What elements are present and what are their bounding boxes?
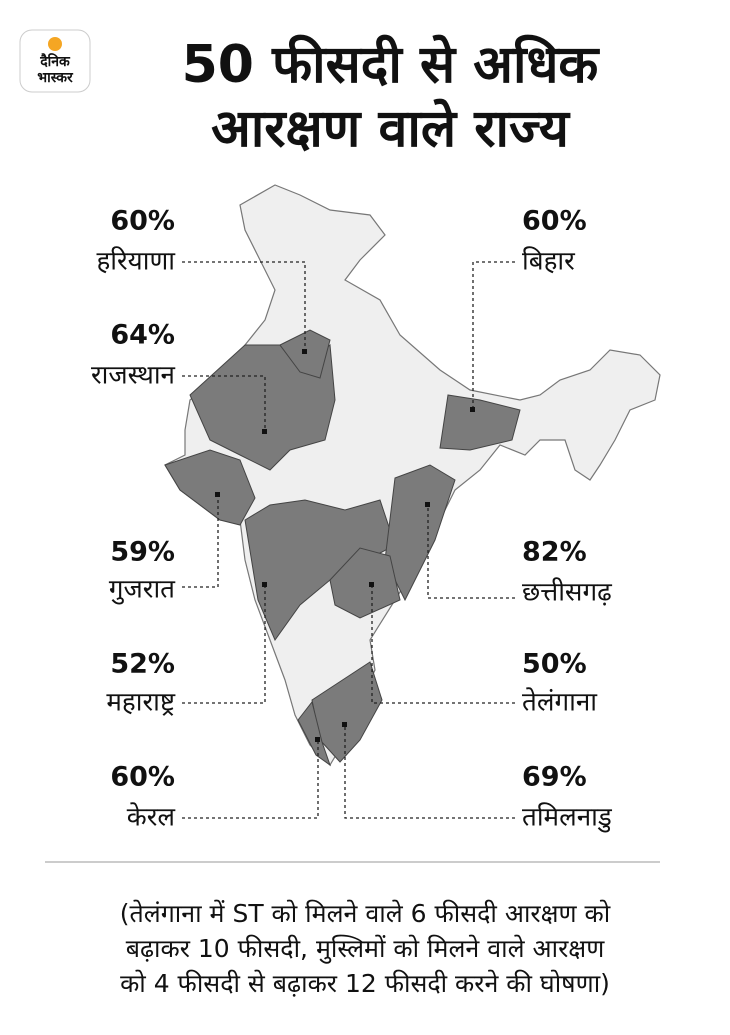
- marker: [262, 582, 267, 587]
- marker: [425, 502, 430, 507]
- state-percent: 69%: [522, 762, 587, 793]
- leader-line: [182, 261, 306, 352]
- footnote-line: को 4 फीसदी से बढ़ाकर 12 फीसदी करने की घो…: [120, 969, 610, 998]
- footnote: (तेलंगाना में ST को मिलने वाले 6 फीसदी आ…: [120, 899, 611, 998]
- state-telangana: [329, 547, 401, 619]
- logo: दैनिक भास्कर: [19, 29, 91, 93]
- title: 50 फीसदी से अधिक: [182, 34, 601, 95]
- leader-line: [472, 261, 515, 410]
- state-percent: 60%: [110, 206, 175, 237]
- marker: [302, 349, 307, 354]
- state-percent: 60%: [522, 206, 587, 237]
- footnote-line: (तेलंगाना में ST को मिलने वाले 6 फीसदी आ…: [120, 899, 611, 928]
- leader-line: [182, 495, 219, 588]
- footnote-line: बढ़ाकर 10 फीसदी, मुस्लिमों को मिलने वाले…: [126, 934, 606, 964]
- state-gujarat: [164, 449, 256, 526]
- state-name: महाराष्ट्र: [106, 688, 175, 718]
- state-percent: 64%: [110, 320, 175, 351]
- markers: [215, 349, 475, 742]
- marker: [262, 429, 267, 434]
- state-name: राजस्थान: [91, 361, 176, 391]
- state-name: छत्तीसगढ़: [522, 577, 612, 608]
- leader-line: [344, 725, 515, 819]
- marker: [342, 722, 347, 727]
- state-percent: 59%: [110, 537, 175, 568]
- state-name: हरियाणा: [96, 246, 176, 277]
- leader-line: [182, 375, 266, 432]
- state-percent: 50%: [522, 649, 587, 680]
- state-name: बिहार: [522, 246, 576, 277]
- state-name: तमिलनाडु: [522, 802, 613, 833]
- leader-line: [182, 740, 319, 819]
- marker: [215, 492, 220, 497]
- leader-line: [427, 505, 515, 599]
- logo-text: दैनिक: [39, 53, 71, 70]
- leaders: [182, 261, 515, 819]
- state-name: तेलंगाना: [522, 687, 598, 718]
- state-name: गुजरात: [109, 575, 176, 605]
- logo-sun: [48, 37, 62, 51]
- logo-box: [19, 29, 91, 93]
- state-percent: 60%: [110, 762, 175, 793]
- logo-text: भास्कर: [37, 70, 74, 86]
- title: आरक्षण वाले राज्य: [211, 98, 571, 159]
- map: [164, 184, 661, 767]
- marker: [470, 407, 475, 412]
- state-kerala: [297, 700, 331, 767]
- marker: [369, 582, 374, 587]
- state-name: केरल: [127, 802, 176, 833]
- state-percent: 82%: [522, 537, 587, 568]
- marker: [315, 737, 320, 742]
- state-bihar: [439, 394, 521, 451]
- state-labels: 60% हरियाणा 64% राजस्थान 59% गुजरात 52% …: [91, 206, 613, 833]
- state-percent: 52%: [110, 649, 175, 680]
